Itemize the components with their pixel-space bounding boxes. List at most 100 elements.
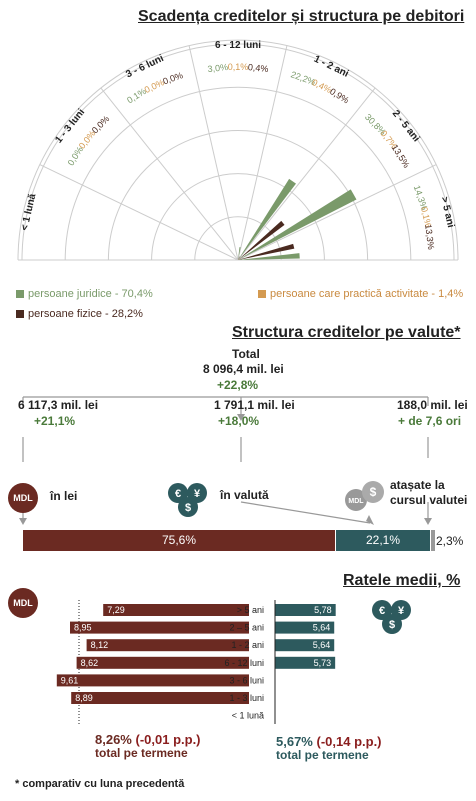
rate-bar-mdl bbox=[56, 674, 249, 687]
legend-swatch bbox=[16, 310, 24, 319]
grid-ring bbox=[151, 173, 325, 261]
rate-bar-mdl bbox=[70, 621, 249, 634]
radial-bar bbox=[238, 258, 239, 260]
rate-bar-fx bbox=[275, 656, 336, 669]
svg-text:MDL: MDL bbox=[348, 498, 364, 505]
sector-divider bbox=[237, 87, 376, 261]
sector-label: 3 - 6 luni bbox=[124, 53, 166, 81]
pct-label: 0,1% bbox=[228, 62, 249, 72]
legend-label: persoane care practică activitate - 1,4% bbox=[270, 288, 464, 300]
pct-label: 0,4% bbox=[247, 62, 268, 74]
svg-text:€: € bbox=[175, 488, 181, 500]
legend-fizice: persoane fizice - 28,2% bbox=[16, 308, 143, 320]
radial-title: Scadența creditelor și structura pe debi… bbox=[138, 8, 465, 25]
term-label: 1 - 3 luni bbox=[229, 693, 264, 703]
radial-bar bbox=[238, 189, 357, 260]
rates-coins-icon: € ¥ $ bbox=[372, 600, 411, 634]
lei-change: +21,1% bbox=[34, 414, 76, 428]
grid-ring bbox=[21, 43, 455, 261]
rates-mdl-badge-icon: MDL bbox=[8, 588, 38, 618]
rate-label-mdl: 8,62 bbox=[81, 658, 99, 668]
total-value: 8 096,4 mil. lei bbox=[203, 362, 284, 376]
legend-swatch bbox=[258, 290, 266, 299]
sector-divider bbox=[100, 87, 239, 261]
rate-bar-mdl bbox=[103, 604, 249, 616]
grid-ring bbox=[107, 129, 369, 261]
atasate-label-2: cursul valutei bbox=[390, 493, 468, 507]
currency-connectors bbox=[19, 396, 432, 525]
bar-valuta-label: 22,1% bbox=[365, 533, 401, 547]
sector-label: 1 - 2 ani bbox=[312, 54, 351, 80]
radial-bar bbox=[238, 243, 295, 260]
rate-label-mdl: 8,95 bbox=[74, 623, 92, 633]
radial-bar bbox=[238, 178, 297, 260]
outer-ring bbox=[17, 39, 459, 261]
legend-swatch bbox=[16, 290, 24, 299]
legend-label: persoane juridice - 70,4% bbox=[28, 288, 153, 300]
bar-valuta: 22,1% bbox=[336, 530, 430, 551]
term-label: 3 - 6 luni bbox=[229, 675, 264, 685]
term-label: 2 – 5 ani bbox=[229, 623, 264, 633]
fx-total-change: (-0,14 p.p.) bbox=[316, 734, 382, 749]
radial-bar bbox=[238, 253, 300, 260]
svg-text:$: $ bbox=[185, 502, 191, 514]
svg-text:$: $ bbox=[370, 485, 377, 499]
svg-text:¥: ¥ bbox=[194, 488, 201, 500]
rate-bar-fx bbox=[275, 621, 335, 634]
radial-bar bbox=[238, 247, 241, 260]
rate-label-fx: 5,64 bbox=[313, 623, 331, 633]
rate-bar-fx bbox=[275, 639, 335, 652]
pct-label: 0,0% bbox=[162, 70, 185, 86]
lei-value: 6 117,3 mil. lei bbox=[18, 398, 99, 412]
currency-title: Structura creditelor pe valute* bbox=[232, 324, 461, 341]
bar-lei: 75,6% bbox=[23, 530, 335, 551]
bar-lei-label: 75,6% bbox=[161, 533, 197, 547]
radial-bar bbox=[238, 256, 240, 260]
rate-label-fx: 5,73 bbox=[314, 658, 332, 668]
atasate-change: + de 7,6 ori bbox=[398, 414, 462, 428]
legend-activitate: persoane care practică activitate - 1,4% bbox=[258, 288, 463, 300]
atasate-label-1: atașate la bbox=[390, 478, 445, 492]
term-label: 6 - 12 luni bbox=[224, 658, 264, 668]
legend-label: persoane fizice - 28,2% bbox=[28, 308, 143, 320]
rate-bar-mdl bbox=[71, 692, 249, 704]
sector-label: > 5 ani bbox=[438, 196, 456, 229]
valuta-value: 1 791,1 mil. lei bbox=[214, 398, 295, 412]
radial-bar bbox=[238, 220, 285, 260]
currency-coins-icon: € ¥ $ bbox=[168, 483, 207, 517]
rates-title: Ratele medii, % bbox=[343, 572, 461, 589]
legend-juridice: persoane juridice - 70,4% bbox=[16, 288, 153, 300]
sector-divider bbox=[237, 164, 437, 261]
fx-total: 5,67% (-0,14 p.p.) bbox=[276, 734, 382, 749]
rate-bar-mdl bbox=[76, 656, 249, 669]
valuta-change: +18,0% bbox=[218, 414, 260, 428]
pct-label: 0,0% bbox=[90, 114, 112, 136]
sector-label: 6 - 12 luni bbox=[215, 40, 261, 51]
mdl-total: 8,26% (-0,01 p.p.) bbox=[95, 732, 201, 747]
pct-label: 13,5% bbox=[390, 143, 412, 170]
valuta-label: în valută bbox=[220, 488, 269, 502]
bar-atasate-label: 2,3% bbox=[436, 534, 464, 548]
rate-label-fx: 5,78 bbox=[314, 605, 332, 615]
fx-total-label: total pe termene bbox=[276, 748, 369, 762]
sector-divider bbox=[237, 45, 288, 261]
mdl-total-value: 8,26% bbox=[95, 732, 132, 747]
total-label: Total bbox=[232, 347, 260, 361]
sector-divider bbox=[39, 164, 239, 261]
term-label: > 5 ani bbox=[237, 605, 264, 615]
sector-label: < 1 lună bbox=[19, 192, 38, 231]
fx-total-value: 5,67% bbox=[276, 734, 313, 749]
pct-label: 3,0% bbox=[207, 62, 228, 74]
atasate-value: 188,0 mil. lei bbox=[397, 398, 468, 412]
lei-label: în lei bbox=[50, 489, 78, 503]
rate-label-mdl: 8,12 bbox=[91, 640, 109, 650]
total-change: +22,8% bbox=[217, 378, 259, 392]
svg-text:$: $ bbox=[389, 619, 395, 631]
rate-bar-mdl bbox=[86, 639, 249, 652]
pct-label: 0,9% bbox=[328, 86, 351, 105]
mdl-dollar-coins-icon: MDL $ bbox=[345, 481, 384, 511]
bar-atasate bbox=[431, 530, 435, 551]
svg-text:¥: ¥ bbox=[398, 605, 405, 617]
rate-label-mdl: 7,29 bbox=[107, 605, 125, 615]
